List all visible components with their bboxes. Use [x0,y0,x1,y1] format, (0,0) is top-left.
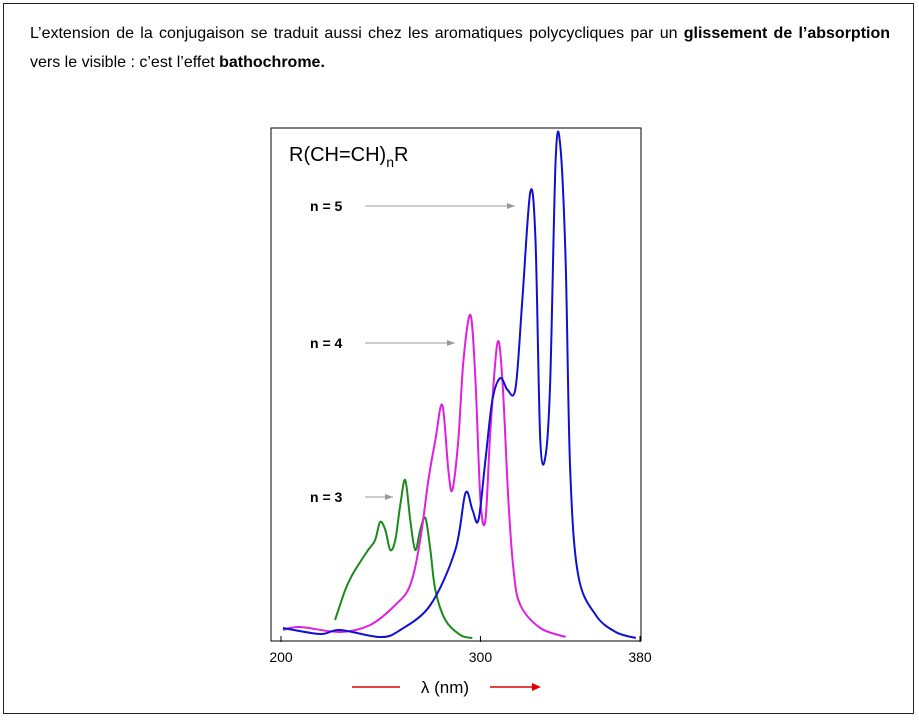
bold-text: glissement de l’absorption [683,25,891,42]
spectrum-line [282,313,566,638]
title-part: R [394,144,408,166]
series-label: n = 3 [310,489,343,505]
text: L’extension de la conjugaison se traduit… [30,25,684,42]
series-label: n = 5 [310,198,343,214]
label-arrow-head [385,494,393,500]
x-tick-label: 380 [628,649,652,665]
text: vers le visible : c’est l’effet [30,54,220,71]
spectrum-line [334,478,473,639]
title-subscript: n [386,154,394,170]
spectrum-line [282,130,637,639]
title-part: R(CH=CH) [289,144,386,166]
x-tick-label: 200 [269,649,293,665]
x-tick-label: 300 [469,649,493,665]
chart-title: R(CH=CH)nR [289,144,408,170]
page-frame [3,3,914,714]
label-arrow-head [507,203,515,209]
series-label: n = 4 [310,335,343,351]
axis-arrow-head [532,683,541,691]
plot-frame [270,127,642,642]
paragraph: L’extension de la conjugaison se traduit… [30,19,890,77]
bold-text: bathochrome. [219,54,325,71]
x-axis-label: λ (nm) [421,678,469,697]
label-arrow-head [447,340,455,346]
